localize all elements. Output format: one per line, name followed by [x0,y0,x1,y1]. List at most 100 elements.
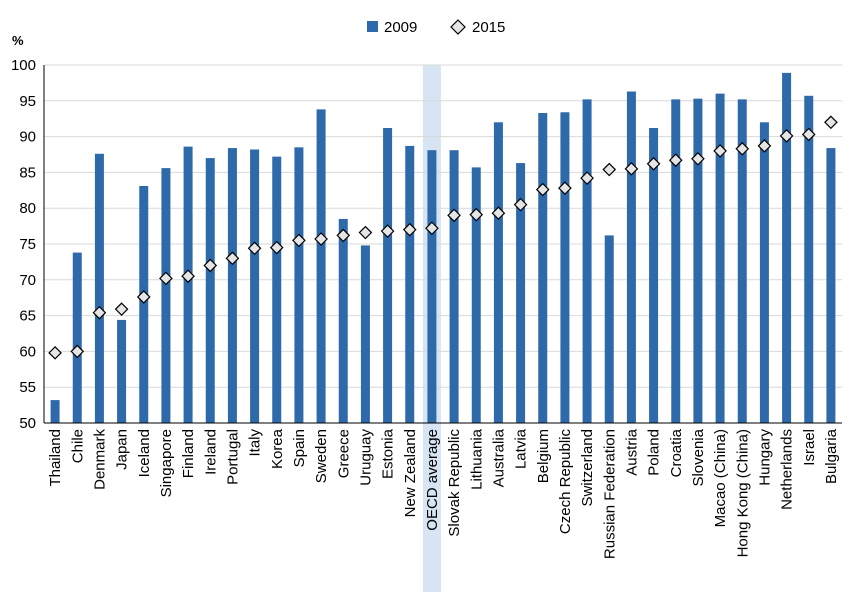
y-tick-label: 50 [19,415,36,432]
bar-2009 [405,145,415,423]
bar-2009 [759,122,769,423]
category-label: Slovenia [690,428,707,486]
legend-swatch-2009 [367,21,378,32]
bar-2009 [826,148,836,423]
bar-2009 [316,109,326,423]
marker-2015 [247,241,262,256]
bar-2009 [604,235,614,423]
bar-2009 [338,218,348,423]
bar-2009 [227,148,237,423]
marker-2015 [580,171,594,185]
marker-2015 [469,207,484,222]
y-tick-label: 90 [19,129,36,146]
y-tick-label: 60 [19,343,36,360]
category-label: Switzerland [579,429,596,507]
marker-2015 [801,127,816,142]
category-label: New Zealand [402,429,419,517]
category-label: Portugal [224,429,241,485]
bar-2009 [471,167,481,423]
bar-2009 [737,99,747,424]
marker-2015 [181,269,195,284]
marker-2015 [491,206,506,221]
category-label: Estonia [380,428,397,479]
bar-2009 [250,149,260,423]
category-label: Uruguay [357,429,374,486]
marker-2015 [779,129,794,143]
marker-2015 [159,271,173,286]
category-label: Chile [69,429,86,463]
category-label: Ireland [202,429,219,475]
bar-2009 [383,128,393,423]
category-label: Thailand [47,429,64,487]
marker-2015 [402,222,417,237]
marker-2015 [358,225,373,240]
marker-2015 [48,345,62,360]
category-label: Russian Federation [601,429,618,559]
marker-2015 [92,305,107,320]
y-tick-label: 80 [19,200,36,217]
marker-2015 [425,221,439,236]
bar-2009 [205,158,215,423]
bar-2009 [360,245,370,423]
category-label: Hong Kong (China) [734,429,751,557]
marker-2015 [269,240,284,255]
marker-2015 [668,153,683,168]
legend-marker-2015 [450,19,466,35]
category-label: Korea [269,428,286,469]
category-label: Israel [801,429,818,466]
bar-2009 [715,93,725,423]
marker-2015 [513,197,528,212]
bar-2009 [294,147,304,423]
marker-2015 [380,224,395,238]
bar-2009 [560,112,570,424]
marker-2015 [602,162,617,177]
bar-2009 [139,186,149,423]
category-label: Sweden [313,429,330,483]
bar-2009 [782,72,792,423]
marker-2015 [713,144,727,158]
category-label: Italy [247,429,264,457]
legend-label-2015: 2015 [472,19,505,36]
marker-2015 [624,161,639,176]
bar-2009 [94,153,104,423]
category-label: Lithuania [468,428,485,490]
bar-2009 [649,128,659,423]
category-label: Austria [623,428,640,475]
legend-label-2009: 2009 [384,19,417,36]
bar-2009 [427,150,437,424]
marker-2015 [336,228,351,243]
category-label: Iceland [136,429,153,477]
category-label: Czech Republic [557,429,574,535]
marker-2015 [114,302,129,317]
y-axis-unit-label: % [12,33,24,48]
bar-2009 [272,156,282,423]
category-label: OECD average [424,429,441,531]
marker-2015 [314,232,328,246]
y-tick-label: 75 [19,236,36,253]
marker-2015 [757,139,772,153]
bar-2009 [538,112,548,424]
bar-2009 [693,98,703,423]
bar-2009 [582,99,592,424]
bar-2009 [117,319,127,423]
bar-2009 [161,168,171,423]
marker-2015 [136,290,151,304]
marker-2015 [646,156,661,171]
marker-2015 [535,182,550,197]
category-label: Slovak Republic [446,429,463,537]
category-label: Finland [180,429,197,478]
category-label: Belgium [535,429,552,483]
bar-2009 [671,99,681,424]
marker-2015 [735,141,750,156]
bar-2009 [50,400,60,423]
bar-2009 [72,252,82,423]
bar-2009 [449,150,459,424]
marker-2015 [292,233,306,248]
marker-2015 [558,181,572,196]
y-tick-label: 85 [19,164,36,181]
marker-2015 [691,151,705,166]
bar-2009 [626,91,636,423]
marker-2015 [225,251,240,266]
category-label: Japan [114,429,131,470]
marker-2015 [70,344,85,359]
